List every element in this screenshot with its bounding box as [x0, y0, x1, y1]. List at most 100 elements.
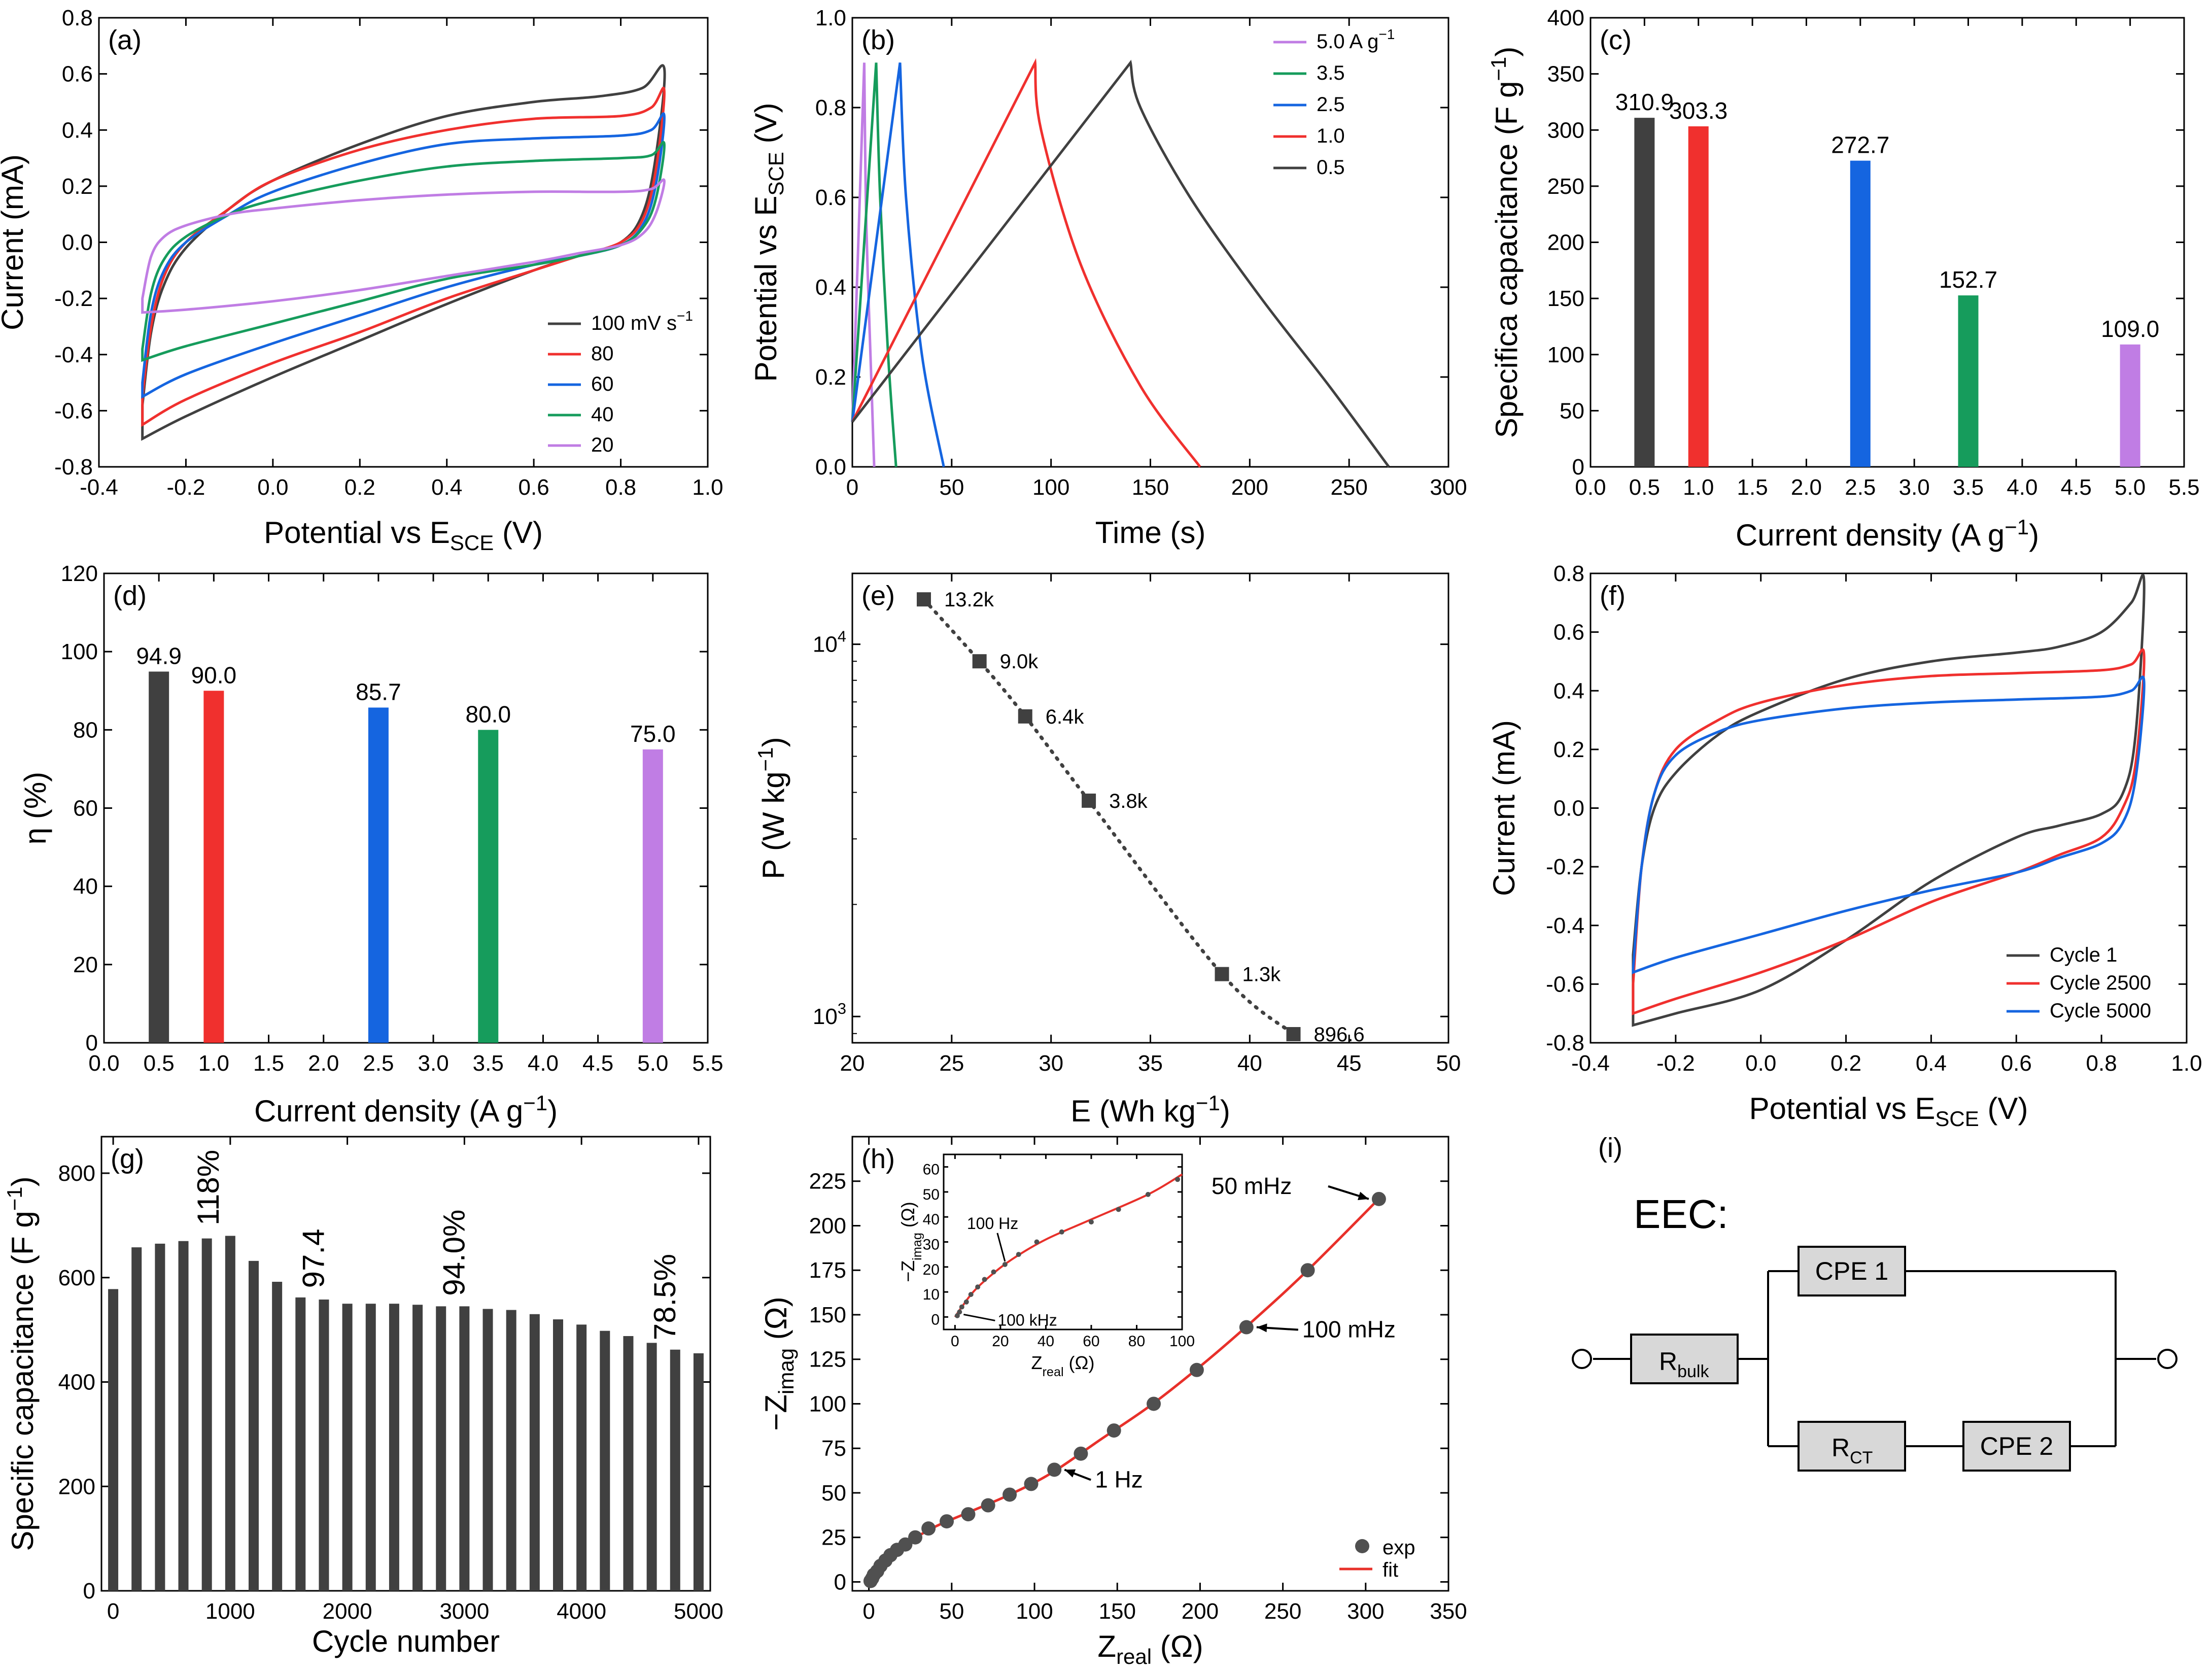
x-axis-label: Current density (A g−1) — [254, 1091, 558, 1128]
x-tick-label: 40 — [1038, 1333, 1054, 1350]
bar — [623, 1336, 634, 1591]
x-tick-label: 0.4 — [431, 475, 462, 500]
x-tick-label: 250 — [1330, 475, 1367, 500]
legend-label: 5.0 A g−1 — [1317, 26, 1395, 53]
bar-value-label: 272.7 — [1831, 132, 1889, 158]
panel-e-label: (e) — [861, 581, 895, 611]
inset-data-point — [1116, 1207, 1121, 1212]
panel-b: 0 50 100 150 200 250 300 0.0 0.2 0.4 0.6 0.8 1.0 (b) T… — [749, 6, 1467, 550]
x-tick-label: 40 — [1237, 1051, 1262, 1076]
x-tick-label: 0.5 — [1629, 475, 1660, 500]
x-tick-label: 4000 — [557, 1599, 606, 1624]
bar — [642, 749, 663, 1043]
x-tick-label: 300 — [1347, 1599, 1384, 1624]
point-label: 896.6 — [1314, 1023, 1365, 1046]
panel-f: -0.4 -0.2 0.0 0.2 0.4 0.6 0.8 1.0 -0.8 -0.6 -0.4 -0… — [1487, 561, 2202, 1131]
y-tick-label: 20 — [73, 952, 98, 977]
bar — [149, 671, 169, 1043]
inset-data-point — [1145, 1191, 1151, 1197]
svg-text:Rbulk: Rbulk — [1659, 1347, 1709, 1381]
trend-line — [922, 597, 1295, 1036]
series-line — [141, 86, 666, 427]
x-axis-label: Current density (A g−1) — [1736, 515, 2039, 552]
panel-i: (i) EEC: Rbulk CPE 1 RCT — [1572, 1133, 2178, 1472]
x-tick-label: 350 — [1430, 1599, 1467, 1624]
data-point — [1300, 1263, 1315, 1278]
bar — [1634, 118, 1655, 467]
r-bulk-label: R — [1659, 1347, 1677, 1376]
x-axis-label: Cycle number — [312, 1624, 500, 1658]
legend-label: Cycle 1 — [2050, 944, 2117, 966]
x-tick-label: 0.0 — [1745, 1051, 1776, 1076]
bar — [295, 1297, 306, 1591]
arrow-head — [1064, 1469, 1076, 1478]
y-tick-label: 400 — [58, 1370, 95, 1395]
y-tick-label: 0 — [86, 1031, 98, 1055]
x-tick-label: 4.5 — [582, 1051, 613, 1076]
x-tick-label: 1.0 — [2171, 1051, 2202, 1076]
y-tick-label: 0.6 — [62, 62, 93, 87]
x-tick-label: 0.8 — [605, 475, 636, 500]
y-tick-label: 0.2 — [815, 365, 846, 390]
bar — [482, 1309, 493, 1591]
y-tick-label: 10 — [923, 1286, 940, 1303]
bar-value-label: 303.3 — [1669, 97, 1727, 124]
frequency-label: 100 mHz — [1302, 1316, 1396, 1343]
bar-value-label: 94.9 — [136, 642, 182, 669]
inset-bg — [944, 1154, 1182, 1329]
x-tick-label: 0.0 — [257, 475, 288, 500]
x-tick-label: 4.0 — [2007, 475, 2037, 500]
x-tick-label: 3.0 — [1899, 475, 1930, 500]
panel-d-label: (d) — [113, 581, 147, 611]
y-tick-label: 200 — [1547, 230, 1584, 255]
x-tick-label: 0.4 — [1916, 1051, 1947, 1076]
x-tick-label: 50 — [939, 1599, 964, 1624]
x-axis-label: Zreal (Ω) — [1097, 1629, 1203, 1668]
x-tick-label: 50 — [1436, 1051, 1461, 1076]
data-point — [1189, 1362, 1204, 1377]
y-tick-label: 225 — [809, 1169, 846, 1194]
x-tick-label: 45 — [1337, 1051, 1362, 1076]
x-tick-label: 5.0 — [637, 1051, 668, 1076]
x-tick-label: 2.5 — [1845, 475, 1876, 500]
bar-value-label: 90.0 — [191, 662, 237, 688]
x-tick-label: 0.2 — [1830, 1051, 1861, 1076]
bar — [249, 1260, 259, 1591]
y-tick-label: -0.4 — [1546, 913, 1584, 938]
bar — [2120, 344, 2140, 467]
y-tick-label: 150 — [809, 1303, 846, 1327]
bar — [646, 1343, 657, 1591]
legend-label: 0.5 — [1317, 156, 1345, 179]
x-tick-label: 30 — [1039, 1051, 1063, 1076]
data-point — [961, 1507, 976, 1522]
legend-label: 20 — [591, 434, 614, 456]
panel-a: -0.4 -0.2 0.0 0.2 0.4 0.6 0.8 1.0 -0.8 -0.6 -0.4 -0… — [0, 6, 723, 555]
cpe1-label: CPE 1 — [1815, 1257, 1889, 1285]
inset-data-point — [1175, 1177, 1181, 1182]
y-tick-label: 0 — [83, 1579, 95, 1603]
y-tick-label: 0.0 — [1553, 796, 1584, 821]
x-tick-label: 0 — [107, 1599, 119, 1624]
panel-a-label: (a) — [108, 25, 142, 55]
inset-data-point — [1059, 1229, 1064, 1235]
y-tick-label: 30 — [923, 1237, 940, 1253]
inset-data-point — [957, 1309, 962, 1315]
x-tick-label: 1000 — [205, 1599, 255, 1624]
bar — [1688, 126, 1709, 467]
bar — [478, 730, 499, 1043]
x-tick-label: 3.5 — [473, 1051, 504, 1076]
x-tick-label: 0.8 — [2086, 1051, 2117, 1076]
x-tick-label: 5.0 — [2115, 475, 2146, 500]
y-tick-label: 60 — [923, 1162, 940, 1178]
bar — [1958, 295, 1979, 467]
x-tick-label: 60 — [1083, 1333, 1099, 1350]
bar-value-label: 80.0 — [466, 701, 511, 727]
arrow-head — [1358, 1191, 1369, 1200]
data-point — [1239, 1320, 1254, 1335]
y-tick-label: 0.4 — [62, 118, 93, 143]
inset-data-point — [991, 1269, 996, 1275]
y-tick-label: 800 — [58, 1161, 95, 1186]
data-point — [1018, 709, 1032, 724]
point-label: 3.8k — [1109, 790, 1148, 812]
x-tick-label: 150 — [1132, 475, 1169, 500]
